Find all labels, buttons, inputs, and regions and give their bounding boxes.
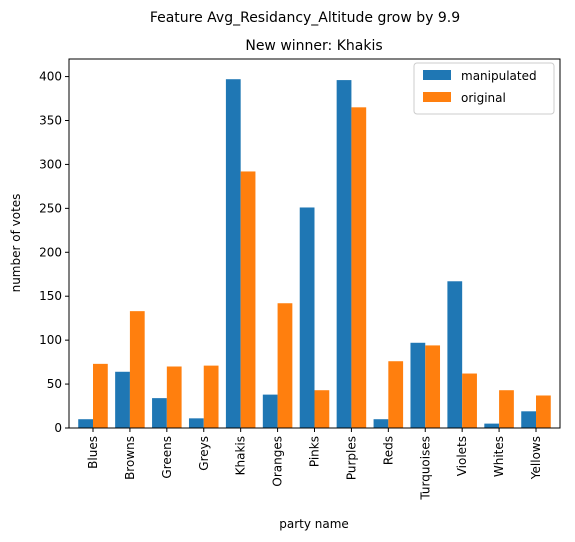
bar-original-reds (388, 361, 404, 428)
y-tick-label: 300 (39, 157, 62, 171)
legend-label-original: original (461, 91, 506, 105)
y-axis: 0 50 100 150 200 250 300 350 400 (39, 70, 69, 435)
chart-title: New winner: Khakis (245, 38, 382, 54)
y-tick-label: 50 (47, 377, 62, 391)
y-tick-label: 100 (39, 333, 62, 347)
x-axis: Blues Browns Greens Greys Khakis Oranges Pinks… (86, 428, 543, 501)
bar-original-violets (462, 373, 477, 428)
bar-manipulated-violets (447, 281, 463, 428)
x-tick-label-yellows: Yellows (529, 436, 543, 480)
bar-original-turquoises (425, 345, 441, 428)
x-tick-label-greys: Greys (197, 436, 211, 471)
x-tick-label-browns: Browns (123, 436, 137, 480)
bar-manipulated-pinks (299, 207, 315, 428)
y-tick-label: 150 (39, 289, 62, 303)
bar-original-whites (499, 390, 514, 428)
bar-original-pinks (314, 390, 330, 428)
y-tick-label: 200 (39, 245, 62, 259)
x-tick-label-pinks: Pinks (308, 436, 322, 467)
bars-group (78, 79, 551, 429)
bar-manipulated-turquoises (410, 342, 426, 428)
x-tick-label-greens: Greens (160, 436, 174, 479)
x-axis-label: party name (279, 517, 349, 531)
x-tick-label-oranges: Oranges (271, 436, 285, 487)
bar-manipulated-purples (336, 80, 352, 428)
x-tick-label-khakis: Khakis (234, 436, 248, 475)
x-tick-label-blues: Blues (86, 436, 100, 469)
x-tick-label-whites: Whites (492, 436, 506, 477)
y-tick-label: 400 (39, 70, 62, 84)
bar-original-browns (129, 311, 145, 428)
bar-original-blues (93, 363, 108, 428)
legend-label-manipulated: manipulated (461, 69, 537, 83)
legend: manipulated original (413, 62, 555, 115)
bar-original-purples (351, 107, 367, 428)
bar-original-khakis (240, 171, 256, 428)
bar-manipulated-khakis (225, 79, 241, 429)
x-tick-label-turquoises: Turquoises (418, 436, 432, 501)
x-tick-label-purples: Purples (344, 436, 358, 480)
chart-suptitle: Feature Avg_Residancy_Altitude grow by 9… (150, 10, 460, 26)
x-tick-label-violets: Violets (455, 436, 469, 476)
bar-manipulated-greys (188, 418, 204, 428)
legend-swatch-manipulated (423, 70, 451, 80)
bar-original-yellows (536, 395, 551, 428)
bar-manipulated-oranges (262, 394, 278, 428)
bar-manipulated-yellows (521, 411, 537, 428)
bar-manipulated-whites (484, 423, 500, 428)
bar-manipulated-greens (152, 398, 167, 428)
y-tick-label: 350 (39, 114, 62, 128)
bar-original-greens (166, 366, 182, 428)
x-tick-label-reds: Reds (381, 436, 395, 465)
y-tick-label: 250 (39, 201, 62, 215)
bar-original-oranges (277, 303, 293, 428)
bar-original-greys (203, 365, 219, 428)
bar-manipulated-browns (115, 371, 130, 428)
bar-manipulated-reds (373, 419, 389, 428)
y-axis-label: number of votes (9, 194, 23, 293)
bar-manipulated-blues (78, 419, 93, 428)
legend-swatch-original (423, 92, 451, 102)
y-tick-label: 0 (54, 421, 62, 435)
